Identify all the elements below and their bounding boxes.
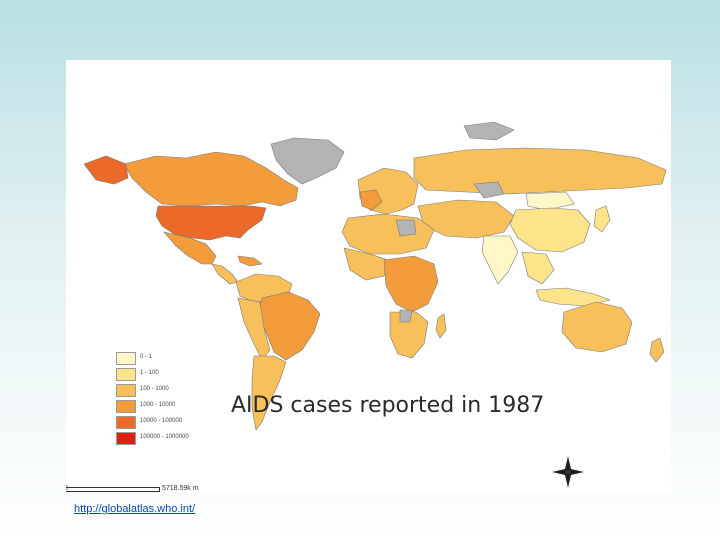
legend-swatch xyxy=(116,368,136,381)
world-map xyxy=(83,121,667,488)
region-alaska xyxy=(83,155,129,185)
region-southeast-asia xyxy=(521,251,555,285)
region-no-data-asia xyxy=(473,181,505,199)
legend-label: 10000 - 100000 xyxy=(140,418,183,424)
region-madagascar xyxy=(435,313,447,339)
north-arrow-icon xyxy=(552,456,584,488)
legend-swatch xyxy=(116,400,136,413)
legend-swatch xyxy=(116,352,136,365)
region-japan xyxy=(593,205,611,233)
region-no-data-southern-africa xyxy=(399,309,413,323)
legend-label: 0 - 1 xyxy=(140,354,153,360)
region-southern-africa xyxy=(389,311,429,359)
legend-label: 1000 - 10000 xyxy=(140,402,176,408)
region-canada xyxy=(123,151,299,207)
region-west-africa xyxy=(343,247,389,281)
region-arctic-islands xyxy=(463,121,515,141)
region-greenland xyxy=(270,137,345,185)
map-panel: 0 - 1 1 - 100 100 - 1000 1000 - 10000 10… xyxy=(66,60,671,492)
region-south-america-west xyxy=(237,297,271,361)
region-china xyxy=(509,207,591,253)
legend-label: 100 - 1000 xyxy=(140,386,169,392)
source-link[interactable]: http://globalatlas.who.int/ xyxy=(74,503,196,515)
scale-bar xyxy=(66,487,160,492)
legend-swatch xyxy=(116,432,136,445)
region-central-america xyxy=(211,263,239,285)
map-title: AIDS cases reported in 1987 xyxy=(231,393,545,418)
region-north-africa xyxy=(341,213,435,255)
region-central-africa xyxy=(383,255,439,313)
scale-end-label: 5718.59k m xyxy=(162,485,199,492)
region-southern-cone xyxy=(251,355,287,431)
legend-label: 1 - 100 xyxy=(140,370,159,376)
region-russia xyxy=(413,147,667,195)
legend-swatch xyxy=(116,416,136,429)
region-no-data-north-africa xyxy=(395,219,417,237)
region-india xyxy=(481,235,519,285)
region-caribbean xyxy=(237,255,263,267)
region-usa xyxy=(155,205,267,241)
legend-label: 100000 - 1000000 xyxy=(140,434,189,440)
scale-start-label: 0 xyxy=(66,485,68,492)
region-western-europe xyxy=(359,189,383,211)
region-new-zealand xyxy=(649,337,665,363)
region-australia xyxy=(561,301,633,353)
region-mongolia xyxy=(525,191,575,211)
legend-swatch xyxy=(116,384,136,397)
